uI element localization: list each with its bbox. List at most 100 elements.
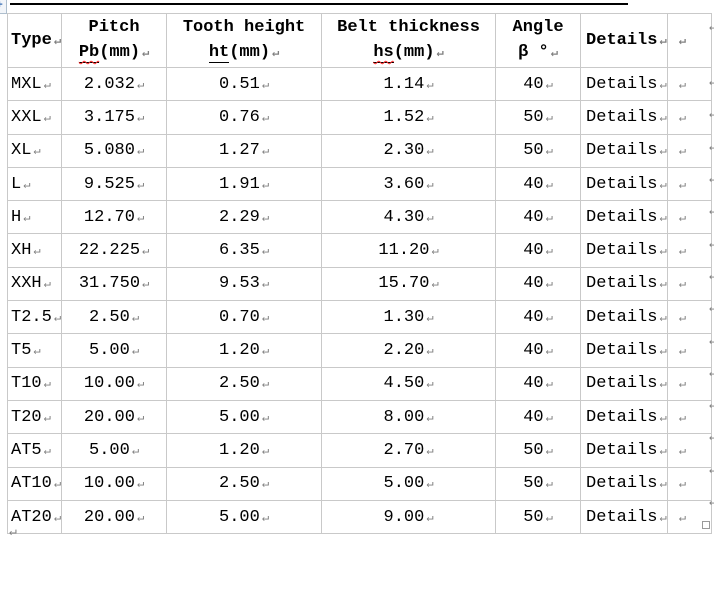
header-pitch-unit: (mm): [99, 43, 141, 62]
paragraph-mark-icon: ↵: [261, 110, 270, 125]
header-details-label: Details: [586, 30, 658, 50]
cell-angle: 40 ↵: [495, 333, 582, 368]
cell-angle: 40 ↵: [495, 300, 582, 335]
paragraph-mark-icon: ↵: [136, 177, 145, 192]
paragraph-mark-icon: ↵: [678, 277, 686, 292]
cell-belt-thickness: 3.60 ↵: [321, 166, 497, 202]
cell-tooth-height: 1.91 ↵: [166, 166, 323, 202]
cell-tooth-height: 0.76 ↵: [166, 100, 323, 135]
cell-type: XXH ↵: [6, 266, 63, 302]
cell-pitch: 5.00 ↵: [61, 433, 168, 468]
cell-empty: ↵: [666, 433, 712, 468]
table-resize-handle[interactable]: [702, 521, 710, 529]
table-row: AT20 ↵ 20.00 ↵ 5.00 ↵ 9.00 ↵ 50 ↵ Details ↵ ↵: [6, 499, 712, 535]
table-row: XL ↵ 5.080 ↵ 1.27 ↵ 2.30 ↵ 50 ↵ Details ↵ ↵: [6, 133, 712, 168]
cell-pitch: 31.750 ↵: [61, 266, 168, 302]
cell-belt-thickness: 1.14 ↵: [321, 66, 497, 102]
table-row: T20 ↵ 20.00 ↵ 5.00 ↵ 8.00 ↵ 40 ↵ Details ↵ ↵: [6, 399, 712, 435]
cell-tooth-height: 9.53 ↵: [166, 266, 323, 302]
header-empty-column: ↵: [666, 13, 712, 68]
paragraph-mark-icon: ↵: [136, 110, 145, 125]
paragraph-mark-icon: ↵: [261, 443, 270, 458]
paragraph-mark-icon: ↵: [678, 410, 686, 425]
cell-empty: ↵: [666, 300, 712, 335]
paragraph-mark-icon: ↵: [426, 77, 434, 92]
cell-type: MXL ↵: [6, 66, 63, 102]
paragraph-mark-icon: ↵: [261, 344, 270, 359]
details-link[interactable]: Details ↵: [580, 399, 668, 435]
cell-pitch: 5.00 ↵: [61, 333, 168, 368]
details-link[interactable]: Details ↵: [580, 266, 668, 302]
cell-empty: ↵: [666, 66, 712, 102]
paragraph-mark-icon: ↵: [545, 210, 553, 225]
paragraph-mark-icon: ↵: [659, 510, 667, 525]
paragraph-mark-icon: ↵: [261, 244, 270, 259]
table-row: MXL ↵ 2.032 ↵ 0.51 ↵ 1.14 ↵ 40 ↵ Details ↵ ↵: [6, 66, 712, 102]
cell-belt-thickness: 2.20 ↵: [321, 333, 497, 368]
cell-type: T2.5 ↵: [6, 300, 63, 335]
paragraph-mark-icon: ↵: [545, 477, 553, 492]
table-row: T10 ↵ 10.00 ↵ 2.50 ↵ 4.50 ↵ 40 ↵ Details ↵ ↵: [6, 366, 712, 401]
cell-angle: 50 ↵: [495, 100, 582, 135]
paragraph-mark-icon: ↵: [261, 410, 270, 425]
table-row: XXL ↵ 3.175 ↵ 0.76 ↵ 1.52 ↵ 50 ↵ Details ↵ ↵: [6, 100, 712, 135]
row-end-paragraph-mark-icon: ↵: [709, 172, 714, 187]
paragraph-mark-icon: ↵: [678, 210, 686, 225]
paragraph-mark-icon: ↵: [659, 33, 667, 48]
header-tooth-symbol: ht: [208, 43, 230, 63]
details-link[interactable]: Details ↵: [580, 300, 668, 335]
details-link[interactable]: Details ↵: [580, 433, 668, 468]
table-row: H ↵ 12.70 ↵ 2.29 ↵ 4.30 ↵ 40 ↵ Details ↵ ↵: [6, 200, 712, 235]
paragraph-mark-icon: ↵: [136, 410, 145, 425]
cell-type: AT5 ↵: [6, 433, 63, 468]
cell-belt-thickness: 9.00 ↵: [321, 499, 497, 535]
header-pitch-line1: Pitch: [88, 18, 140, 37]
details-link[interactable]: Details ↵: [580, 333, 668, 368]
paragraph-mark-icon: ↵: [545, 144, 553, 159]
header-belt-thickness: Belt thickness hs(mm) ↵: [321, 13, 497, 68]
cell-pitch: 20.00 ↵: [61, 399, 168, 435]
table-move-handle-icon[interactable]: +: [0, 0, 7, 14]
paragraph-mark-icon: ↵: [261, 310, 270, 325]
paragraph-mark-icon: ↵: [659, 110, 667, 125]
details-link[interactable]: Details ↵: [580, 100, 668, 135]
details-link[interactable]: Details ↵: [580, 133, 668, 168]
cell-type: AT10 ↵: [6, 466, 63, 501]
cell-type: T20 ↵: [6, 399, 63, 435]
paragraph-mark-icon: ↵: [261, 144, 270, 159]
details-link[interactable]: Details ↵: [580, 366, 668, 401]
cell-empty: ↵: [666, 266, 712, 302]
cell-empty: ↵: [666, 100, 712, 135]
cell-empty: ↵: [666, 200, 712, 235]
paragraph-mark-icon: ↵: [131, 310, 140, 325]
header-row: Type ↵ Pitch Pb(mm) ↵ Tooth height ht(mm) ↵…: [6, 13, 712, 68]
cell-angle: 50 ↵: [495, 499, 582, 535]
paragraph-mark-icon: ↵: [43, 277, 51, 292]
cell-tooth-height: 0.51 ↵: [166, 66, 323, 102]
paragraph-mark-icon: ↵: [142, 277, 150, 292]
details-link[interactable]: Details ↵: [580, 200, 668, 235]
cell-pitch: 2.50 ↵: [61, 300, 168, 335]
details-link[interactable]: Details ↵: [580, 233, 668, 268]
paragraph-mark-icon: ↵: [261, 377, 270, 392]
cell-tooth-height: 2.29 ↵: [166, 200, 323, 235]
details-link[interactable]: Details ↵: [580, 66, 668, 102]
details-link[interactable]: Details ↵: [580, 499, 668, 535]
cell-tooth-height: 2.50 ↵: [166, 466, 323, 501]
paragraph-mark-icon: ↵: [53, 510, 62, 525]
cell-type: XXL ↵: [6, 100, 63, 135]
paragraph-mark-icon: ↵: [426, 377, 434, 392]
paragraph-mark-icon: ↵: [659, 244, 667, 259]
details-link[interactable]: Details ↵: [580, 166, 668, 202]
paragraph-mark-icon: ↵: [33, 344, 41, 359]
paragraph-mark-icon: ↵: [131, 344, 140, 359]
paragraph-mark-icon: ↵: [261, 77, 270, 92]
paragraph-mark-icon: ↵: [545, 110, 553, 125]
cell-belt-thickness: 2.30 ↵: [321, 133, 497, 168]
cell-belt-thickness: 5.00 ↵: [321, 466, 497, 501]
cell-angle: 50 ↵: [495, 133, 582, 168]
cell-pitch: 10.00 ↵: [61, 466, 168, 501]
paragraph-mark-icon: ↵: [136, 77, 145, 92]
details-link[interactable]: Details ↵: [580, 466, 668, 501]
row-end-paragraph-mark-icon: ↵: [709, 398, 714, 413]
